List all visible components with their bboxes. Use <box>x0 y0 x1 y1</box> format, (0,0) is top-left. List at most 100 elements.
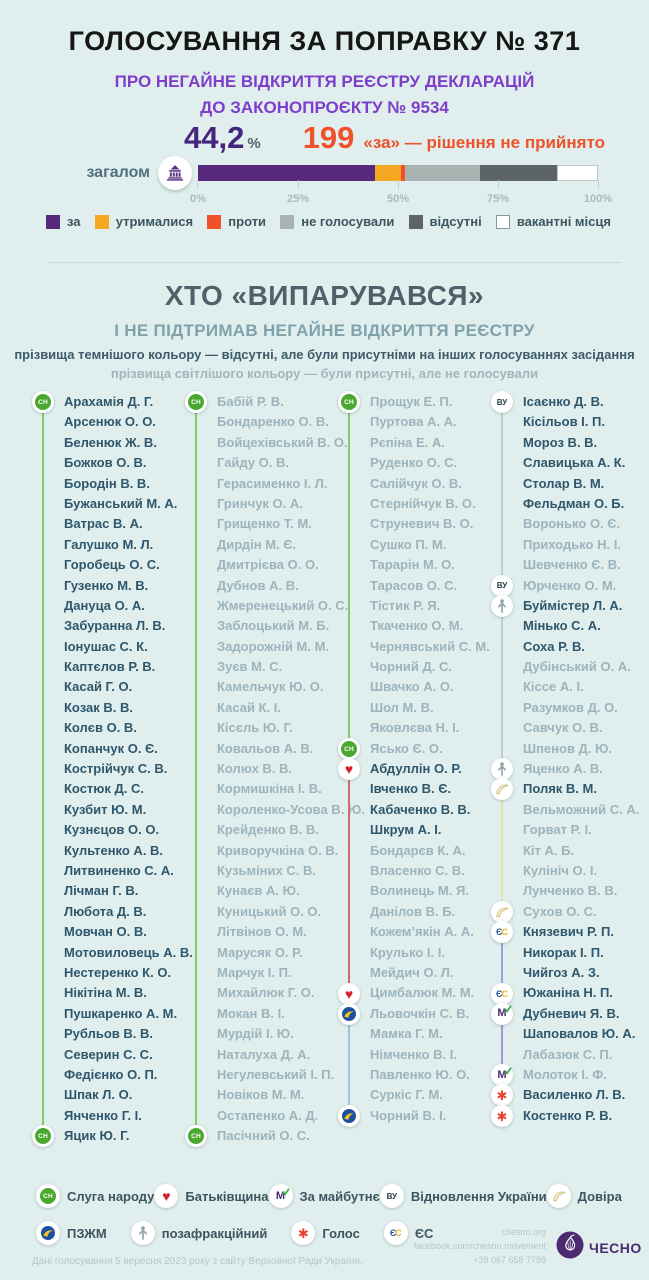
deputy-name: Шпак Л. О. <box>64 1087 133 1103</box>
section-header: ХТО «ВИПАРУВАВСЯ» І НЕ ПІДТРИМАВ НЕГАЙНЕ… <box>0 280 649 341</box>
name-column-2: СН СН Бабій Р. В. Бондаренко О. В. Войцехівс… <box>183 391 365 1148</box>
deputy-name: Ткаченко О. М. <box>370 618 464 634</box>
deputy-name: Яковлєва Н. І. <box>370 720 460 736</box>
legend-label: за <box>67 214 81 229</box>
deputy-name: Приходько Н. І. <box>523 536 621 552</box>
party-group-names: Буймістер Л. А. Мінько С. А. Соха Р. В. Дуб… <box>523 596 642 780</box>
deputy-name: Шол М. В. <box>370 699 434 715</box>
deputy-name: Янченко Г. І. <box>64 1107 142 1123</box>
sn-green-circle-icon: СН <box>338 738 360 761</box>
party-legend-label: Голос <box>322 1225 360 1241</box>
deputy-name: Козак В. В. <box>64 699 133 715</box>
deputy-name: Дубнов А. В. <box>217 577 299 593</box>
vote-bar-row: загалом <box>0 156 649 190</box>
party-legend-label: Довіра <box>577 1188 622 1204</box>
deputy-name: Бородін В. В. <box>64 475 150 491</box>
deputy-name: Герасименко І. Л. <box>217 475 328 491</box>
deputy-name: Забуранна Л. В. <box>64 618 166 634</box>
sn-green-circle-icon: СН <box>32 391 54 413</box>
party-group-line <box>501 402 503 586</box>
party-group-names: Льовочкін С. В. Мамка Г. М. Німченко В. І.… <box>370 1004 489 1126</box>
axis-tick-75%: 75% <box>487 180 509 205</box>
holos-asterisk-icon: ✱ <box>291 1221 316 1245</box>
legend-item-утрималися: утрималися <box>94 214 193 229</box>
deputy-name: Новіков М. М. <box>217 1087 305 1103</box>
deputy-name: Лабазюк С. П. <box>523 1046 613 1062</box>
deputy-name: Льовочкін С. В. <box>370 1005 470 1021</box>
deputy-name: Сухов О. С. <box>523 903 597 919</box>
party-legend-label: ЄС <box>414 1225 434 1241</box>
deputy-name: Дирдін М. Є. <box>217 536 297 552</box>
deputy-name: Федієнко О. П. <box>64 1066 158 1082</box>
legend-swatch <box>46 214 60 229</box>
bar-segment-2 <box>374 165 401 181</box>
party-group-dovira: Поляк В. М. Вельможний С. А. Горват Р. І. К… <box>489 778 642 924</box>
axis-tick-25%: 25% <box>287 180 309 205</box>
bar-segment-3 <box>400 165 406 181</box>
deputy-name: Короленко-Усова В. Ю. <box>217 801 365 817</box>
page-subtitle: ПРО НЕГАЙНЕ ВІДКРИТТЯ РЕЄСТРУ ДЕКЛАРАЦІЙ… <box>0 69 649 120</box>
party-group-batk: ♥ ♥ Абдуллін О. Р. Івченко В. Є. Кабаченко В… <box>336 758 489 1005</box>
party-group-rail: ♥ ♥ <box>338 758 360 1005</box>
party-group-line <box>501 1013 503 1076</box>
deputy-name: Чийгоз А. З. <box>523 964 600 980</box>
deputy-name: Іонушас С. К. <box>64 638 148 654</box>
parliament-building-icon <box>158 156 192 190</box>
deputy-name: Кісєль Ю. Г. <box>217 720 293 736</box>
deputy-name: Шаповалов Ю. А. <box>523 1026 636 1042</box>
deputy-name: Власенко С. В. <box>370 862 465 878</box>
party-group-nonf: Буймістер Л. А. Мінько С. А. Соха Р. В. Дуб… <box>489 594 642 781</box>
deputy-name: Костюк Д. С. <box>64 781 145 797</box>
votes-count: 199 <box>302 120 355 155</box>
result-stats: 44,2 % 199 «за» — рішення не прийнято <box>184 120 605 156</box>
section-subtitle: І НЕ ПІДТРИМАВ НЕГАЙНЕ ВІДКРИТТЯ РЕЄСТРУ <box>114 321 535 340</box>
deputy-name: Мамка Г. М. <box>370 1026 443 1042</box>
deputy-name: Михайлюк Г. О. <box>217 985 315 1001</box>
deputy-name: Марусяк О. Р. <box>217 944 303 960</box>
deputy-name: Задорожній М. М. <box>217 638 330 654</box>
legend-swatch <box>94 214 109 229</box>
deputy-name: Абдуллін О. Р. <box>370 761 462 777</box>
deputy-name: Літвінов О. М. <box>217 924 307 940</box>
deputy-name: Галушко М. Л. <box>64 536 154 552</box>
party-group-rail: СН СН <box>185 391 207 1148</box>
deputy-name: Кузьміних С. В. <box>217 862 316 878</box>
deputy-name: Стернійчук В. О. <box>370 495 476 511</box>
person-arrow-icon <box>130 1221 155 1245</box>
deputy-name: Пушкаренко А. М. <box>64 1005 178 1021</box>
deputy-name: Литвиненко С. А. <box>64 862 174 878</box>
party-group-names: Дубневич Я. В. Шаповалов Ю. А. Лабазюк С. … <box>523 1004 642 1086</box>
legend-label: не голосували <box>301 214 395 229</box>
deputy-name: Чорний Д. С. <box>370 659 452 675</box>
deputy-name: Куницький О. О. <box>217 903 322 919</box>
legend-label: вакантні місця <box>516 214 611 229</box>
deputy-name: Струневич В. О. <box>370 516 474 532</box>
legend-swatch <box>408 214 423 229</box>
deputy-name: Гайду О. В. <box>217 455 290 471</box>
deputy-name: Славицька А. К. <box>523 455 626 471</box>
deputy-name: Пуртова А. А. <box>370 414 457 430</box>
vote-legend: за утрималися проти не голосували відсутні ва… <box>0 214 649 229</box>
deputy-name: Яценко А. В. <box>523 761 603 777</box>
deputy-name: Рубльов В. В. <box>64 1026 154 1042</box>
deputy-name: Крейденко В. В. <box>217 822 319 838</box>
deputy-name: Горват Р. І. <box>523 822 592 838</box>
deputy-name: Гринчук О. А. <box>217 495 303 511</box>
deputy-name: Мурдій І. Ю. <box>217 1026 294 1042</box>
party-group-rail: СН СН <box>32 391 54 1148</box>
name-column-4: ВУ ВУ Ісаєнко Д. В. Кісільов І. П. Мороз В. … <box>489 391 642 1146</box>
party-group-sn: СН СН Прощук Е. П. Пуртова А. А. Рєпіна Е. А… <box>336 391 490 761</box>
party-group-zm: М М Дубневич Я. В. Шаповалов Ю. А. Лабазюк С… <box>489 1002 642 1087</box>
deputy-name: Пасічний О. С. <box>217 1128 310 1144</box>
sn-green-circle-icon: СН <box>32 1125 54 1148</box>
deputy-name: Касай К. І. <box>217 699 281 715</box>
deputy-name: Павленко Ю. О. <box>370 1066 470 1082</box>
party-legend-label: Відновлення України <box>410 1188 547 1204</box>
bar-segment-6 <box>557 165 598 181</box>
contact-facebook: facebook.com/chesno.movement <box>413 1240 546 1251</box>
deputy-name: Дубневич Я. В. <box>523 1005 620 1021</box>
chesno-garlic-logo <box>556 1231 584 1259</box>
deputy-name: Костенко Р. В. <box>523 1107 613 1123</box>
sn-green-circle-icon: СН <box>185 391 207 413</box>
deputy-name: Суркіс Г. М. <box>370 1087 443 1103</box>
